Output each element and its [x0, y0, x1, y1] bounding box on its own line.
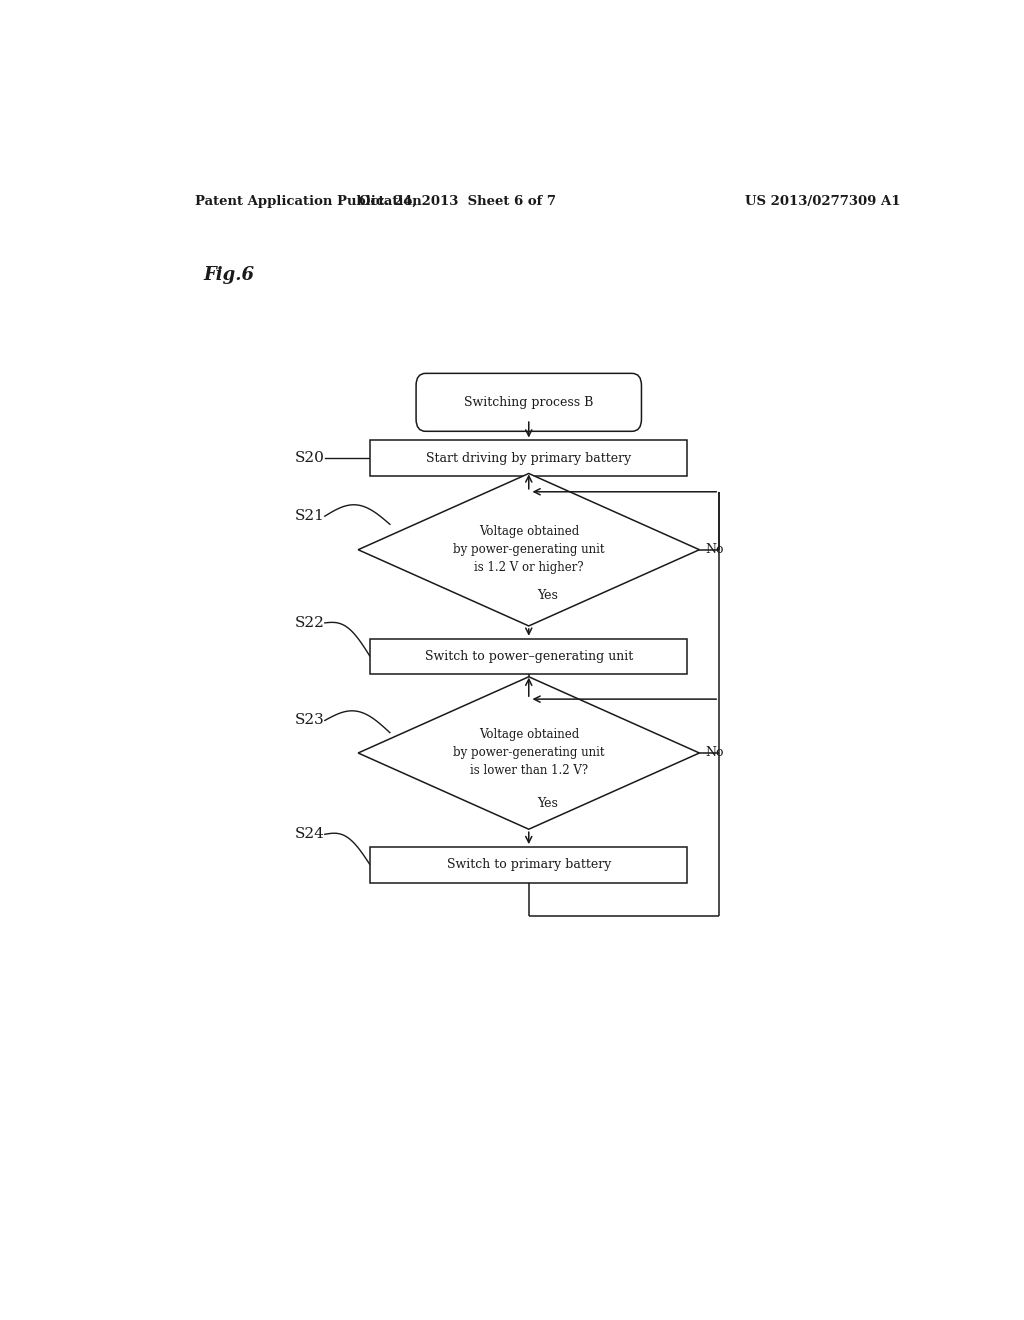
Text: Switch to primary battery: Switch to primary battery — [446, 858, 611, 871]
Text: S21: S21 — [295, 510, 325, 523]
Text: Yes: Yes — [537, 589, 558, 602]
Bar — [370, 441, 687, 477]
Text: US 2013/0277309 A1: US 2013/0277309 A1 — [744, 194, 900, 207]
Text: No: No — [706, 747, 724, 759]
Text: No: No — [706, 544, 724, 556]
FancyBboxPatch shape — [416, 374, 641, 432]
Text: Patent Application Publication: Patent Application Publication — [196, 194, 422, 207]
Text: Yes: Yes — [537, 797, 558, 810]
Text: Switch to power–generating unit: Switch to power–generating unit — [425, 649, 633, 663]
Text: Oct. 24, 2013  Sheet 6 of 7: Oct. 24, 2013 Sheet 6 of 7 — [358, 194, 556, 207]
Text: S20: S20 — [295, 451, 325, 465]
Text: S22: S22 — [295, 616, 325, 630]
Text: Switching process B: Switching process B — [464, 396, 594, 409]
Bar — [370, 847, 687, 883]
Text: S24: S24 — [295, 828, 325, 841]
Text: Voltage obtained
by power-generating unit
is 1.2 V or higher?: Voltage obtained by power-generating uni… — [453, 525, 604, 574]
Polygon shape — [358, 474, 699, 626]
Bar — [370, 639, 687, 675]
Text: Voltage obtained
by power-generating unit
is lower than 1.2 V?: Voltage obtained by power-generating uni… — [453, 729, 604, 777]
Text: Fig.6: Fig.6 — [204, 267, 254, 284]
Text: S23: S23 — [295, 714, 325, 727]
Polygon shape — [358, 677, 699, 829]
Text: Start driving by primary battery: Start driving by primary battery — [426, 451, 632, 465]
